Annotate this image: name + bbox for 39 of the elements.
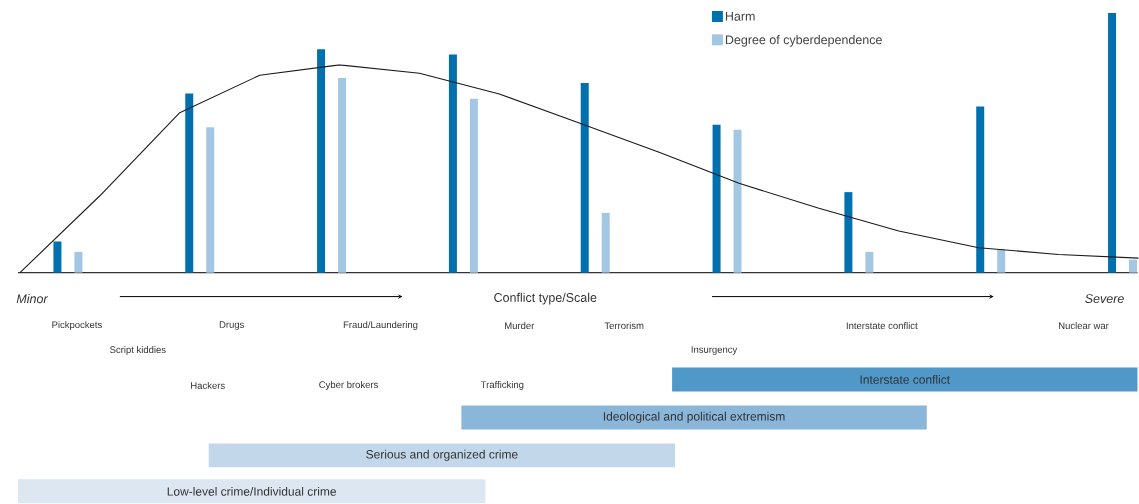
- bar: [712, 124, 721, 273]
- text: Insurgency: [691, 346, 738, 355]
- text: Low-level crime/Individual crime: [167, 486, 336, 496]
- bar: [206, 127, 215, 273]
- text: Ideological and political extremism: [603, 411, 785, 423]
- bar: [469, 98, 478, 273]
- bar: [74, 251, 83, 273]
- text: Trafficking: [480, 380, 524, 390]
- text: Severe: [1085, 294, 1124, 303]
- bar: [580, 82, 589, 273]
- bar: [733, 129, 742, 273]
- bar: [317, 49, 326, 273]
- text: Drugs: [219, 321, 244, 330]
- bar: [997, 249, 1006, 273]
- text: Cyber brokers: [319, 380, 378, 390]
- bar: [844, 191, 853, 273]
- text: Interstate conflict: [860, 374, 950, 384]
- text: Serious and organized crime: [366, 449, 518, 461]
- text: Minor: [16, 293, 48, 304]
- legend-label: Degree of cyberdependence: [725, 34, 882, 47]
- bar: [53, 241, 62, 273]
- text: Hackers: [191, 381, 225, 389]
- text: Terrorism: [604, 321, 644, 329]
- bar: [1108, 12, 1117, 273]
- text: Murder: [505, 321, 535, 329]
- bar: [1129, 259, 1138, 273]
- text: Interstate conflict: [846, 321, 918, 329]
- bar: [976, 106, 985, 273]
- bar: [865, 251, 874, 273]
- text: Nuclear war: [1059, 321, 1109, 329]
- bar: [338, 77, 347, 273]
- text: Script kiddies: [110, 345, 166, 355]
- text: Pickpockets: [52, 320, 102, 330]
- bar: [185, 93, 194, 273]
- bar: [448, 54, 457, 273]
- text: Fraud/Laundering: [343, 320, 418, 330]
- bar: [601, 212, 610, 273]
- x-axis-title: Conflict type/Scale: [494, 292, 597, 305]
- legend-label: Harm: [725, 11, 755, 21]
